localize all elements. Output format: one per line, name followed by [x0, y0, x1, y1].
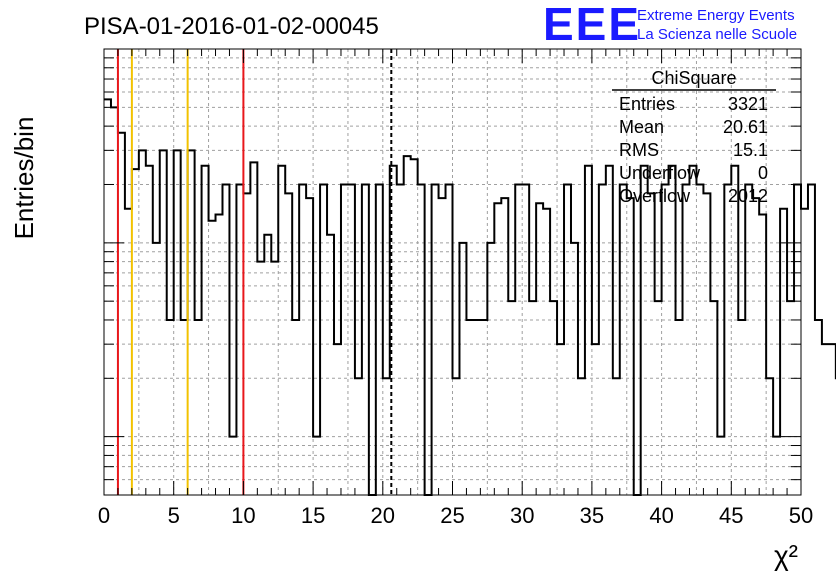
stats-value: 3321	[728, 94, 768, 114]
stats-box-title: ChiSquare	[651, 68, 736, 88]
stats-label: Overflow	[619, 186, 691, 206]
x-tick-label: 25	[440, 503, 464, 528]
stats-label: RMS	[619, 140, 659, 160]
stats-box: ChiSquare Entries 3321 Mean 20.61 RMS 15.1 Und…	[612, 68, 776, 206]
x-tick-label: 0	[98, 503, 110, 528]
x-tick-label: 45	[719, 503, 743, 528]
stats-label: Entries	[619, 94, 675, 114]
x-tick-label: 35	[580, 503, 604, 528]
y-tick-label: 10²	[62, 0, 94, 5]
run-title: PISA-01-2016-01-02-00045	[84, 13, 379, 40]
x-tick-label: 10	[231, 503, 255, 528]
y-axis-label: Entries/bin	[9, 117, 39, 240]
x-axis: 0 5 10 15 20 25 30 35 40 45 50	[98, 49, 813, 528]
x-tick-label: 40	[649, 503, 673, 528]
x-tick-label: 20	[371, 503, 395, 528]
x-tick-label: 50	[789, 503, 813, 528]
x-tick-label: 5	[168, 503, 180, 528]
histogram-series	[104, 98, 836, 496]
stats-value: 0	[758, 163, 768, 183]
eee-logo: EEE Extreme Energy Events La Scienza nel…	[543, 0, 797, 50]
stats-label: Mean	[619, 117, 664, 137]
reference-lines	[116, 49, 393, 495]
eee-logo-line1: Extreme Energy Events	[637, 7, 795, 24]
eee-logo-line2: La Scienza nelle Scuole	[637, 26, 797, 43]
stats-value: 2012	[728, 186, 768, 206]
stats-value: 20.61	[723, 117, 768, 137]
stats-label: Underflow	[619, 163, 701, 183]
y-tick-label: 10	[70, 0, 94, 5]
x-tick-label: 30	[510, 503, 534, 528]
y-axis: 11010²	[62, 0, 801, 496]
y-tick-label: 1	[82, 0, 94, 5]
x-axis-label: χ²	[774, 540, 798, 571]
eee-logo-mark: EEE	[543, 0, 641, 50]
stats-value: 15.1	[733, 140, 768, 160]
x-tick-label: 15	[301, 503, 325, 528]
